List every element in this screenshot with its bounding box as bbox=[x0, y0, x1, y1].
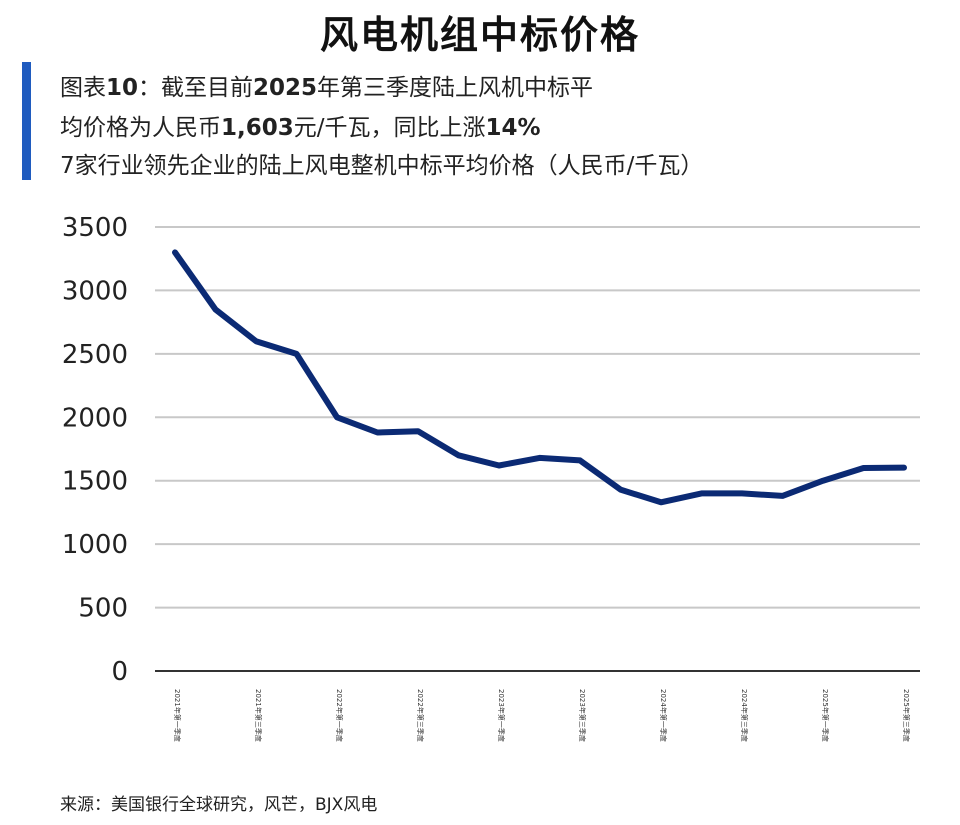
y-tick-label: 2000 bbox=[62, 403, 128, 433]
x-tick-label: 2025年第三季度 bbox=[902, 689, 911, 742]
data-point bbox=[820, 478, 826, 484]
subtitle-line-2: 均价格为人民币1,603元/千瓦，同比上涨14% bbox=[60, 115, 541, 141]
data-point bbox=[456, 452, 462, 458]
data-point bbox=[901, 465, 907, 471]
y-tick-label: 3000 bbox=[62, 276, 128, 306]
y-tick-label: 1500 bbox=[62, 467, 128, 497]
data-point bbox=[658, 499, 664, 505]
data-point bbox=[780, 493, 786, 499]
data-point bbox=[618, 487, 624, 493]
data-point bbox=[172, 249, 178, 255]
data-point bbox=[577, 457, 583, 463]
series-line bbox=[172, 249, 907, 506]
y-tick-label: 1000 bbox=[62, 530, 128, 560]
line-chart: 0 500 1000 1500 2000 2500 3000 3500 2021年第一季度 202… bbox=[62, 213, 920, 742]
x-tick-label: 2022年第一季度 bbox=[335, 689, 344, 742]
subtitle-line-3: 7家行业领先企业的陆上风电整机中标平均价格（人民币/千瓦） bbox=[60, 153, 704, 179]
y-tick-label: 2500 bbox=[62, 340, 128, 370]
accent-bar bbox=[22, 62, 31, 180]
data-point bbox=[415, 428, 421, 434]
y-tick-label: 500 bbox=[78, 594, 128, 624]
x-tick-label: 2024年第三季度 bbox=[740, 689, 749, 742]
data-point bbox=[537, 455, 543, 461]
x-tick-label: 2023年第一季度 bbox=[497, 689, 506, 742]
data-point bbox=[253, 338, 259, 344]
x-tick-label: 2023年第三季度 bbox=[578, 689, 587, 742]
data-point bbox=[699, 490, 705, 496]
x-tick-label: 2021年第一季度 bbox=[173, 689, 182, 742]
source-note: 来源：美国银行全球研究，风芒，BJX风电 bbox=[60, 795, 378, 815]
y-tick-label: 0 bbox=[111, 657, 128, 687]
data-point bbox=[496, 462, 502, 468]
page-title: 风电机组中标价格 bbox=[319, 13, 640, 57]
x-tick-label: 2021年第三季度 bbox=[254, 689, 263, 742]
x-tick-label: 2025年第一季度 bbox=[821, 689, 830, 742]
data-point bbox=[861, 465, 867, 471]
data-point bbox=[213, 306, 219, 312]
data-point bbox=[739, 490, 745, 496]
data-point bbox=[334, 414, 340, 420]
data-point bbox=[375, 430, 381, 436]
x-tick-label: 2024年第一季度 bbox=[659, 689, 668, 742]
data-point bbox=[294, 351, 300, 357]
x-tick-label: 2022年第三季度 bbox=[416, 689, 425, 742]
y-tick-label: 3500 bbox=[62, 213, 128, 243]
subtitle-line-1: 图表10：截至目前2025年第三季度陆上风机中标平 bbox=[60, 75, 594, 101]
